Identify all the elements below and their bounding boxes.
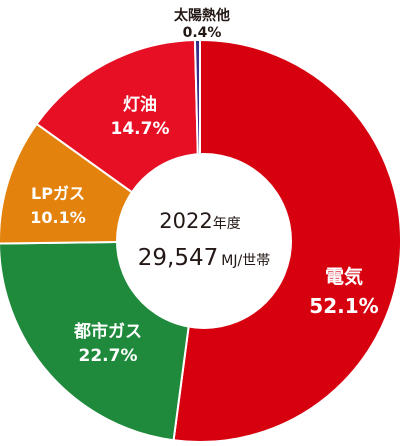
label-solar-value: 0.4% bbox=[183, 25, 222, 41]
label-citygas-name: 都市ガス bbox=[73, 321, 142, 342]
label-kerosene-name: 灯油 bbox=[123, 94, 157, 115]
label-solar-name: 太陽熱他 bbox=[174, 7, 230, 24]
label-lpgas-value: 10.1% bbox=[30, 208, 86, 227]
donut-hole bbox=[116, 153, 292, 329]
center-total-line: 29,547 MJ/世帯 bbox=[138, 245, 270, 271]
label-electricity-name: 電気 bbox=[325, 265, 363, 288]
label-electricity-value: 52.1% bbox=[309, 294, 378, 318]
center-year: 2022 bbox=[159, 209, 212, 233]
center-year-line: 2022年度 bbox=[159, 209, 240, 233]
center-total: 29,547 bbox=[138, 245, 218, 271]
center-year-suffix: 年度 bbox=[213, 216, 241, 232]
label-kerosene-value: 14.7% bbox=[111, 119, 170, 139]
label-citygas-value: 22.7% bbox=[79, 346, 138, 366]
label-lpgas-name: LPガス bbox=[31, 184, 85, 203]
center-unit: MJ/世帯 bbox=[221, 253, 270, 269]
